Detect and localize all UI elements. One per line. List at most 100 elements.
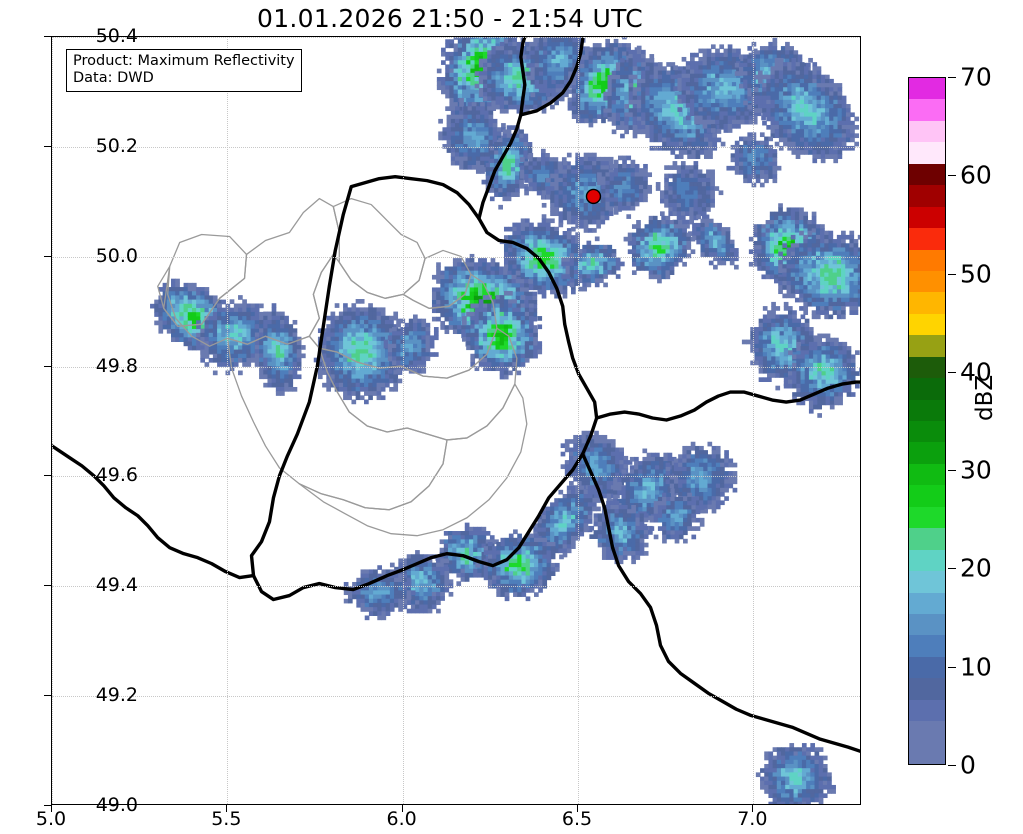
- radar-echo-cell: [828, 297, 834, 303]
- radar-echo-cell: [661, 224, 666, 229]
- radar-echo-cell: [837, 124, 843, 130]
- radar-echo-cell: [453, 97, 459, 103]
- radar-echo-cell: [769, 228, 775, 234]
- radar-echo-cell: [565, 257, 571, 263]
- radar-echo-cell: [503, 251, 509, 257]
- radar-echo-cell: [508, 251, 513, 257]
- radar-echo-cell: [815, 297, 821, 303]
- radar-echo-cell: [824, 133, 830, 139]
- radar-echo-cell: [790, 224, 796, 229]
- radar-echo-cell: [678, 249, 683, 255]
- radar-echo-cell: [787, 95, 792, 101]
- radar-echo-cell: [478, 68, 484, 74]
- radar-echo-cell: [761, 115, 766, 121]
- radar-echo-cell: [820, 74, 826, 80]
- radar-echo-cell: [515, 137, 520, 143]
- radar-echo-cell: [678, 232, 683, 238]
- radar-echo-cell: [491, 37, 497, 40]
- radar-echo-cell: [631, 261, 637, 267]
- radar-echo-cell: [572, 37, 578, 43]
- radar-echo-cell: [710, 173, 715, 179]
- radar-echo-cell: [566, 243, 572, 249]
- radar-echo-cell: [772, 157, 778, 163]
- radar-echo-cell: [674, 104, 680, 109]
- radar-echo-cell: [652, 257, 658, 263]
- radar-echo-cell: [692, 231, 697, 236]
- radar-echo-cell: [685, 61, 691, 66]
- radar-echo-cell: [774, 232, 779, 238]
- radar-echo-cell: [565, 274, 571, 279]
- radar-echo-cell: [787, 141, 792, 147]
- radar-echo-cell: [670, 116, 676, 122]
- radar-echo-cell: [620, 66, 625, 72]
- radar-echo-cell: [516, 62, 522, 68]
- radar-echo-cell: [644, 257, 650, 263]
- radar-echo-cell: [512, 67, 518, 72]
- radar-echo-cell: [774, 104, 780, 109]
- radar-echo-cell: [630, 168, 636, 173]
- radar-echo-cell: [850, 145, 855, 151]
- radar-echo-cell: [545, 186, 551, 191]
- radar-echo-cell: [445, 64, 450, 70]
- radar-echo-cell: [816, 83, 822, 88]
- radar-echo-cell: [508, 71, 513, 76]
- radar-echo-cell: [608, 211, 614, 217]
- radar-echo-cell: [778, 62, 784, 67]
- radar-echo-cell: [575, 165, 580, 170]
- radar-echo-cell: [648, 224, 654, 229]
- radar-echo-cell: [698, 77, 704, 83]
- radar-echo-cell: [759, 144, 765, 150]
- radar-echo-cell: [597, 180, 602, 186]
- radar-echo-cell: [744, 90, 750, 96]
- radar-echo-cell: [678, 70, 684, 76]
- radar-echo-cell: [829, 99, 834, 105]
- radar-echo-cell: [562, 161, 568, 166]
- radar-echo-cell: [543, 84, 548, 89]
- radar-echo-cell: [772, 153, 778, 158]
- radar-echo-cell: [686, 245, 692, 250]
- radar-echo-cell: [628, 99, 634, 105]
- radar-echo-cell: [755, 58, 761, 64]
- radar-echo-cell: [554, 177, 560, 183]
- radar-echo-cell: [683, 112, 688, 118]
- radar-echo-cell: [455, 131, 460, 137]
- radar-echo-cell: [691, 154, 697, 159]
- radar-echo-cell: [471, 110, 477, 116]
- radar-echo-cell: [571, 110, 577, 115]
- radar-echo-cell: [661, 215, 666, 221]
- radar-echo-cell: [786, 240, 792, 246]
- radar-echo-cell: [669, 257, 675, 263]
- radar-echo-cell: [748, 119, 754, 125]
- radar-echo-cell: [475, 127, 481, 132]
- radar-echo-cell: [666, 95, 671, 101]
- radar-echo-cell: [723, 98, 729, 104]
- radar-echo-cell: [549, 165, 555, 171]
- radar-echo-cell: [768, 157, 774, 163]
- radar-echo-cell: [470, 56, 476, 61]
- radar-echo-cell: [766, 108, 772, 113]
- radar-echo-cell: [683, 66, 688, 72]
- map-plot-area[interactable]: [51, 36, 861, 805]
- radar-echo-cell: [687, 129, 692, 134]
- radar-echo-cell: [761, 261, 767, 267]
- radar-echo-cell: [520, 230, 526, 236]
- radar-echo-cell: [600, 165, 606, 170]
- radar-echo-cell: [723, 123, 729, 129]
- radar-echo-cell: [503, 37, 509, 40]
- radar-echo-cell: [815, 276, 821, 282]
- radar-echo-cell: [551, 50, 557, 56]
- radar-echo-cell: [740, 107, 745, 112]
- radar-echo-cell: [470, 64, 476, 70]
- radar-echo-cell: [603, 112, 609, 118]
- radar-echo-cell: [666, 70, 671, 76]
- radar-echo-cell: [680, 211, 686, 217]
- radar-echo-cell: [532, 165, 538, 171]
- radar-echo-cell: [832, 285, 838, 290]
- radar-echo-cell: [541, 272, 547, 278]
- radar-echo-cell: [778, 120, 784, 126]
- radar-echo-cell: [727, 52, 733, 58]
- radar-echo-cell: [582, 249, 587, 254]
- radar-echo-cell: [463, 118, 469, 124]
- radar-echo-cell: [550, 272, 555, 278]
- radar-echo-cell: [804, 78, 809, 84]
